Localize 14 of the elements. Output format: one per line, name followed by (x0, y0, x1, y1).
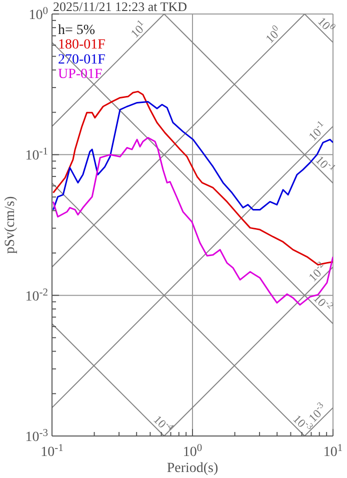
text: 180-01F (58, 38, 106, 53)
x-tick-label: 10$^{1}$ (323, 442, 343, 460)
y-tick-label: 10$^{-2}$ (25, 286, 48, 304)
text: UP-01F (58, 67, 103, 82)
y-axis-title: pSv(cm/s) (3, 196, 18, 254)
chart-title: 2025/11/21 12:23 at TKD (53, 0, 187, 14)
x-tick-label: 10$^{0}$ (182, 442, 202, 460)
text: 270-01F (58, 52, 106, 68)
y-tick-label: 10$^{-1}$ (25, 146, 48, 164)
annotation: h= 5% (58, 23, 96, 38)
x-axis-title: Period(s) (166, 461, 218, 476)
x-tick-label: 10$^{-1}$ (40, 442, 64, 460)
y-tick-label: 10$^{-3}$ (25, 428, 48, 445)
y-tick-label: 10$^{0}$ (28, 6, 48, 23)
